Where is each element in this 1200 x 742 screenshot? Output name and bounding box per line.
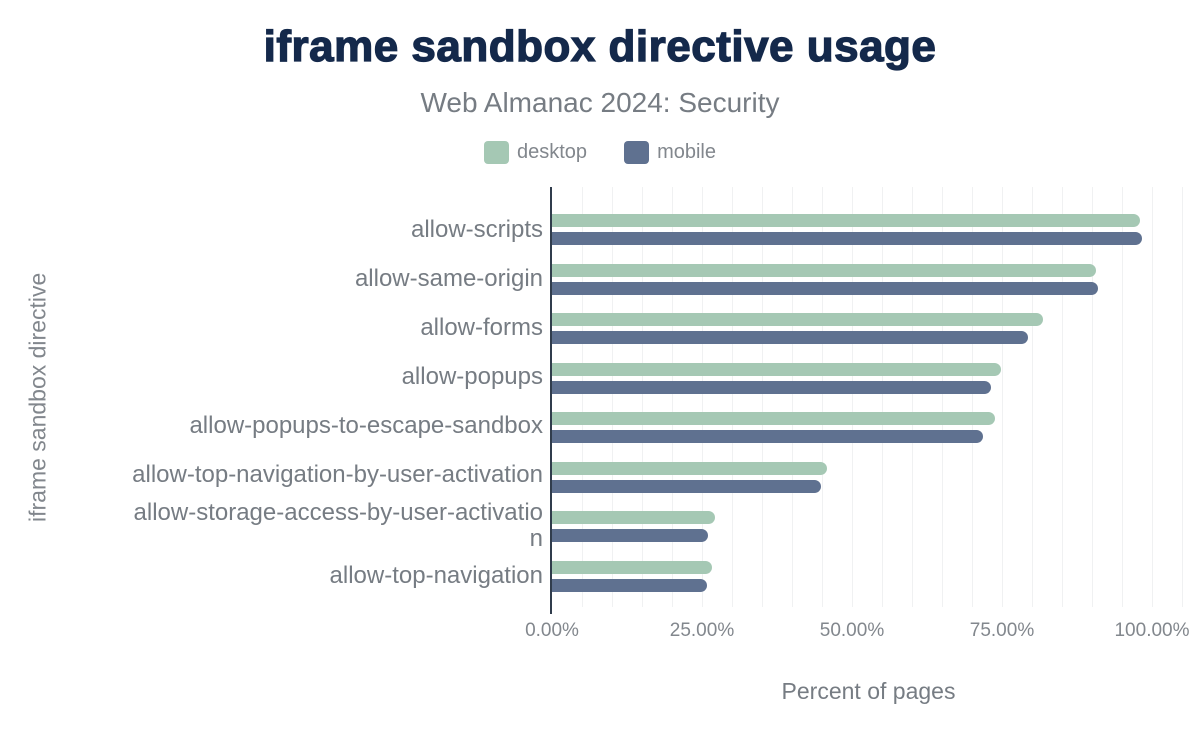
gridline — [582, 187, 583, 607]
chart-subtitle: Web Almanac 2024: Security — [420, 87, 780, 118]
gridline — [1002, 187, 1003, 607]
gridline — [1062, 187, 1063, 607]
bar-mobile[interactable] — [552, 578, 707, 592]
legend-swatch-desktop-icon — [484, 140, 509, 164]
legend-label-mobile: mobile — [657, 140, 716, 163]
bar-desktop[interactable] — [552, 214, 1140, 228]
gridline — [882, 187, 883, 607]
x-axis-tick-label: 75.00% — [969, 620, 1035, 641]
category-label: allow-top-navigation — [329, 562, 543, 590]
x-axis-tick-label: 0.00% — [525, 620, 579, 641]
bar-group — [552, 552, 1185, 602]
bar-mobile[interactable] — [552, 380, 992, 394]
legend-item-desktop[interactable]: desktop — [484, 140, 588, 164]
category-label: allow-popups — [401, 362, 543, 390]
gridline — [912, 187, 913, 607]
legend-swatch-mobile-icon — [624, 140, 650, 164]
category-label: allow-popups-to-escape-sandbox — [189, 412, 543, 440]
category-labels: allow-scripts allow-same-origin allow-form… — [127, 187, 543, 607]
x-axis-tick-label: 50.00% — [819, 620, 885, 641]
bar-group — [552, 304, 1185, 354]
bar-desktop[interactable] — [552, 313, 1043, 327]
x-axis-tick-label: 25.00% — [669, 620, 735, 641]
plot-area — [550, 187, 1185, 614]
x-axis-title: Percent of pages — [781, 678, 956, 704]
bar-group — [552, 453, 1185, 503]
chart-rows — [552, 187, 1185, 607]
bar-desktop[interactable] — [552, 412, 995, 426]
legend-item-mobile[interactable]: mobile — [624, 140, 716, 164]
bar-desktop[interactable] — [552, 263, 1097, 277]
gridline — [702, 187, 703, 607]
bar-desktop[interactable] — [552, 362, 1001, 376]
category-label: allow-top-navigation-by-user-activation — [132, 461, 543, 489]
gridline — [942, 187, 943, 607]
bar-mobile[interactable] — [552, 331, 1028, 345]
legend-label-desktop: desktop — [517, 140, 588, 163]
bar-desktop[interactable] — [552, 461, 827, 475]
category-label: allow-storage-access-by-user-activation — [133, 498, 543, 552]
gridline — [1182, 187, 1183, 607]
legend: desktop mobile — [0, 139, 1200, 165]
gridline — [1092, 187, 1093, 607]
category-label: allow-scripts — [410, 215, 543, 243]
gridline — [642, 187, 643, 607]
gridline — [732, 187, 733, 607]
bar-group — [552, 403, 1185, 453]
y-axis-title: iframe sandbox directive — [24, 272, 51, 522]
category-label: allow-forms — [420, 313, 543, 341]
bar-mobile[interactable] — [552, 479, 821, 493]
bar-desktop[interactable] — [552, 511, 716, 525]
gridline — [822, 187, 823, 607]
bar-mobile[interactable] — [552, 529, 708, 543]
bar-group — [552, 205, 1185, 255]
x-axis-zero-tick — [550, 607, 552, 614]
gridline — [792, 187, 793, 607]
bar-group — [552, 502, 1185, 552]
gridline — [672, 187, 673, 607]
bar-group — [552, 354, 1185, 404]
gridline — [612, 187, 613, 607]
bar-mobile[interactable] — [552, 281, 1098, 295]
x-axis-tick-label: 100.00% — [1114, 620, 1190, 641]
bar-mobile[interactable] — [552, 232, 1142, 246]
gridline — [1152, 187, 1153, 607]
gridline — [1032, 187, 1033, 607]
bar-group — [552, 255, 1185, 305]
chart-title: iframe sandbox directive usage — [263, 21, 937, 71]
gridline — [972, 187, 973, 607]
gridline — [852, 187, 853, 607]
gridline — [1122, 187, 1123, 607]
chart-area: iframe sandbox directive allow-scripts al… — [25, 187, 1200, 705]
gridline — [762, 187, 763, 607]
bar-mobile[interactable] — [552, 430, 983, 444]
category-label: allow-same-origin — [354, 264, 543, 292]
x-axis-ticks: 0.00% 25.00% 50.00% 75.00% 100.00% — [525, 620, 1189, 644]
bar-desktop[interactable] — [552, 560, 713, 574]
